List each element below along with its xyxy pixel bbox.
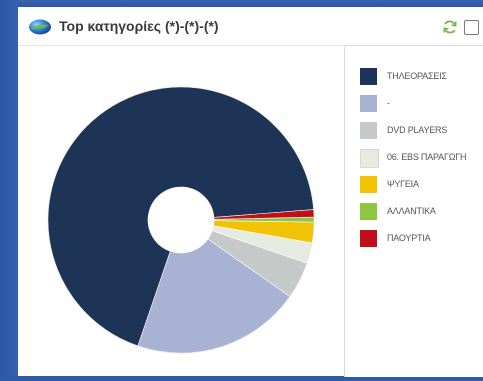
window-top-strip [0, 0, 483, 7]
panel-header: Top κατηγορίες (*)-(*)-(*) [18, 7, 483, 46]
legend-swatch [360, 176, 377, 193]
select-checkbox[interactable] [464, 20, 479, 35]
legend-swatch [360, 149, 379, 168]
legend-label: DVD PLAYERS [387, 125, 448, 135]
globe-logo-icon [29, 19, 51, 35]
window-left-strip [0, 0, 18, 376]
legend-label: ΠΑΟΥΡΤΙΑ [387, 233, 431, 243]
pie-slice-1[interactable] [137, 238, 291, 354]
legend-label: ΑΛΛΑΝΤΙΚΑ [387, 206, 436, 216]
legend-label: 06. EBS ΠΑΡΑΓΩΓΗ [387, 152, 467, 162]
legend-swatch [360, 122, 377, 139]
chart-legend: ΤΗΛΕΟΡΑΣΕΙΣ - DVD PLAYERS 06. EBS ΠΑΡΑΓΩΓΗ Ψ… [344, 45, 483, 377]
legend-label: - [387, 98, 390, 108]
donut-outline [47, 86, 315, 354]
legend-swatch [360, 203, 377, 220]
pie-slice-0[interactable] [47, 86, 314, 347]
chart-title: Top κατηγορίες (*)-(*)-(*) [59, 18, 219, 34]
chart-area [18, 46, 348, 376]
pie-slice-6[interactable] [213, 209, 315, 220]
chart-panel: Top κατηγορίες (*)-(*)-(*) ΤΗΛΕΟΡΑΣΕΙΣ - D… [18, 7, 483, 377]
donut-chart [47, 86, 315, 354]
legend-swatch [360, 95, 377, 112]
legend-swatch [360, 68, 377, 85]
legend-label: ΤΗΛΕΟΡΑΣΕΙΣ [387, 71, 447, 81]
legend-swatch [360, 230, 377, 247]
refresh-icon[interactable] [442, 19, 458, 35]
legend-label: ΨΥΓΕΙΑ [387, 179, 419, 189]
